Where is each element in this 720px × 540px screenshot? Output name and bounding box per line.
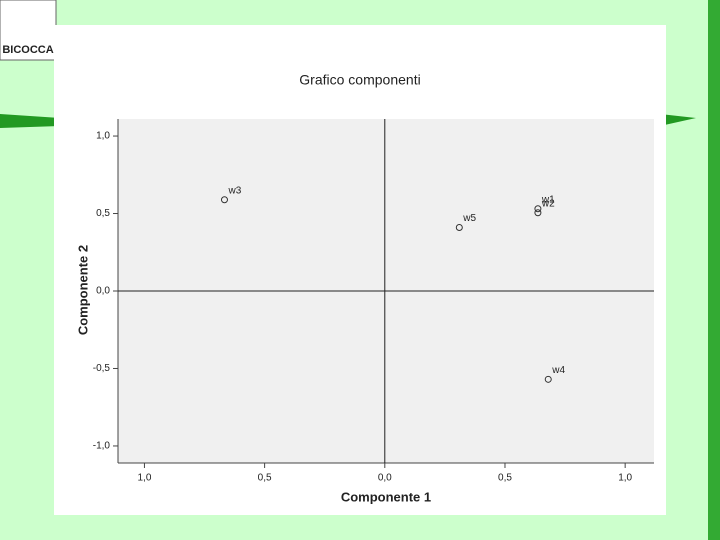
y-axis-label: Componente 2 [75, 245, 90, 335]
point-label: w5 [462, 213, 476, 224]
logo [0, 0, 57, 61]
point [534, 209, 542, 217]
decor-stripe [660, 114, 696, 126]
x-tick-label: 1,0 [137, 473, 151, 484]
point-label: w3 [227, 185, 241, 196]
point-label: w2 [541, 198, 555, 209]
point-label: w1 [541, 194, 555, 205]
x-tick-label: 0,5 [498, 473, 512, 484]
x-tick-label: 1,0 [618, 473, 632, 484]
point-label: w4 [551, 365, 565, 376]
y-tick-label: 1,0 [96, 131, 110, 142]
x-axis-label: Componente 1 [341, 489, 431, 504]
point [544, 375, 552, 383]
decor-stripe [708, 0, 720, 540]
y-tick-label: -1,0 [93, 441, 111, 452]
x-tick-label: 0,5 [258, 473, 272, 484]
y-tick-label: -0,5 [93, 363, 111, 374]
y-tick-label: 0,5 [96, 208, 110, 219]
logo-text: BICOCCA [2, 44, 53, 56]
point [220, 196, 228, 204]
decor-stripe [0, 114, 60, 128]
y-tick-label: 0,0 [96, 286, 110, 297]
point [455, 223, 463, 231]
chart-title: Grafico componenti [299, 72, 420, 88]
x-tick-label: 0,0 [378, 473, 392, 484]
point [534, 205, 542, 213]
